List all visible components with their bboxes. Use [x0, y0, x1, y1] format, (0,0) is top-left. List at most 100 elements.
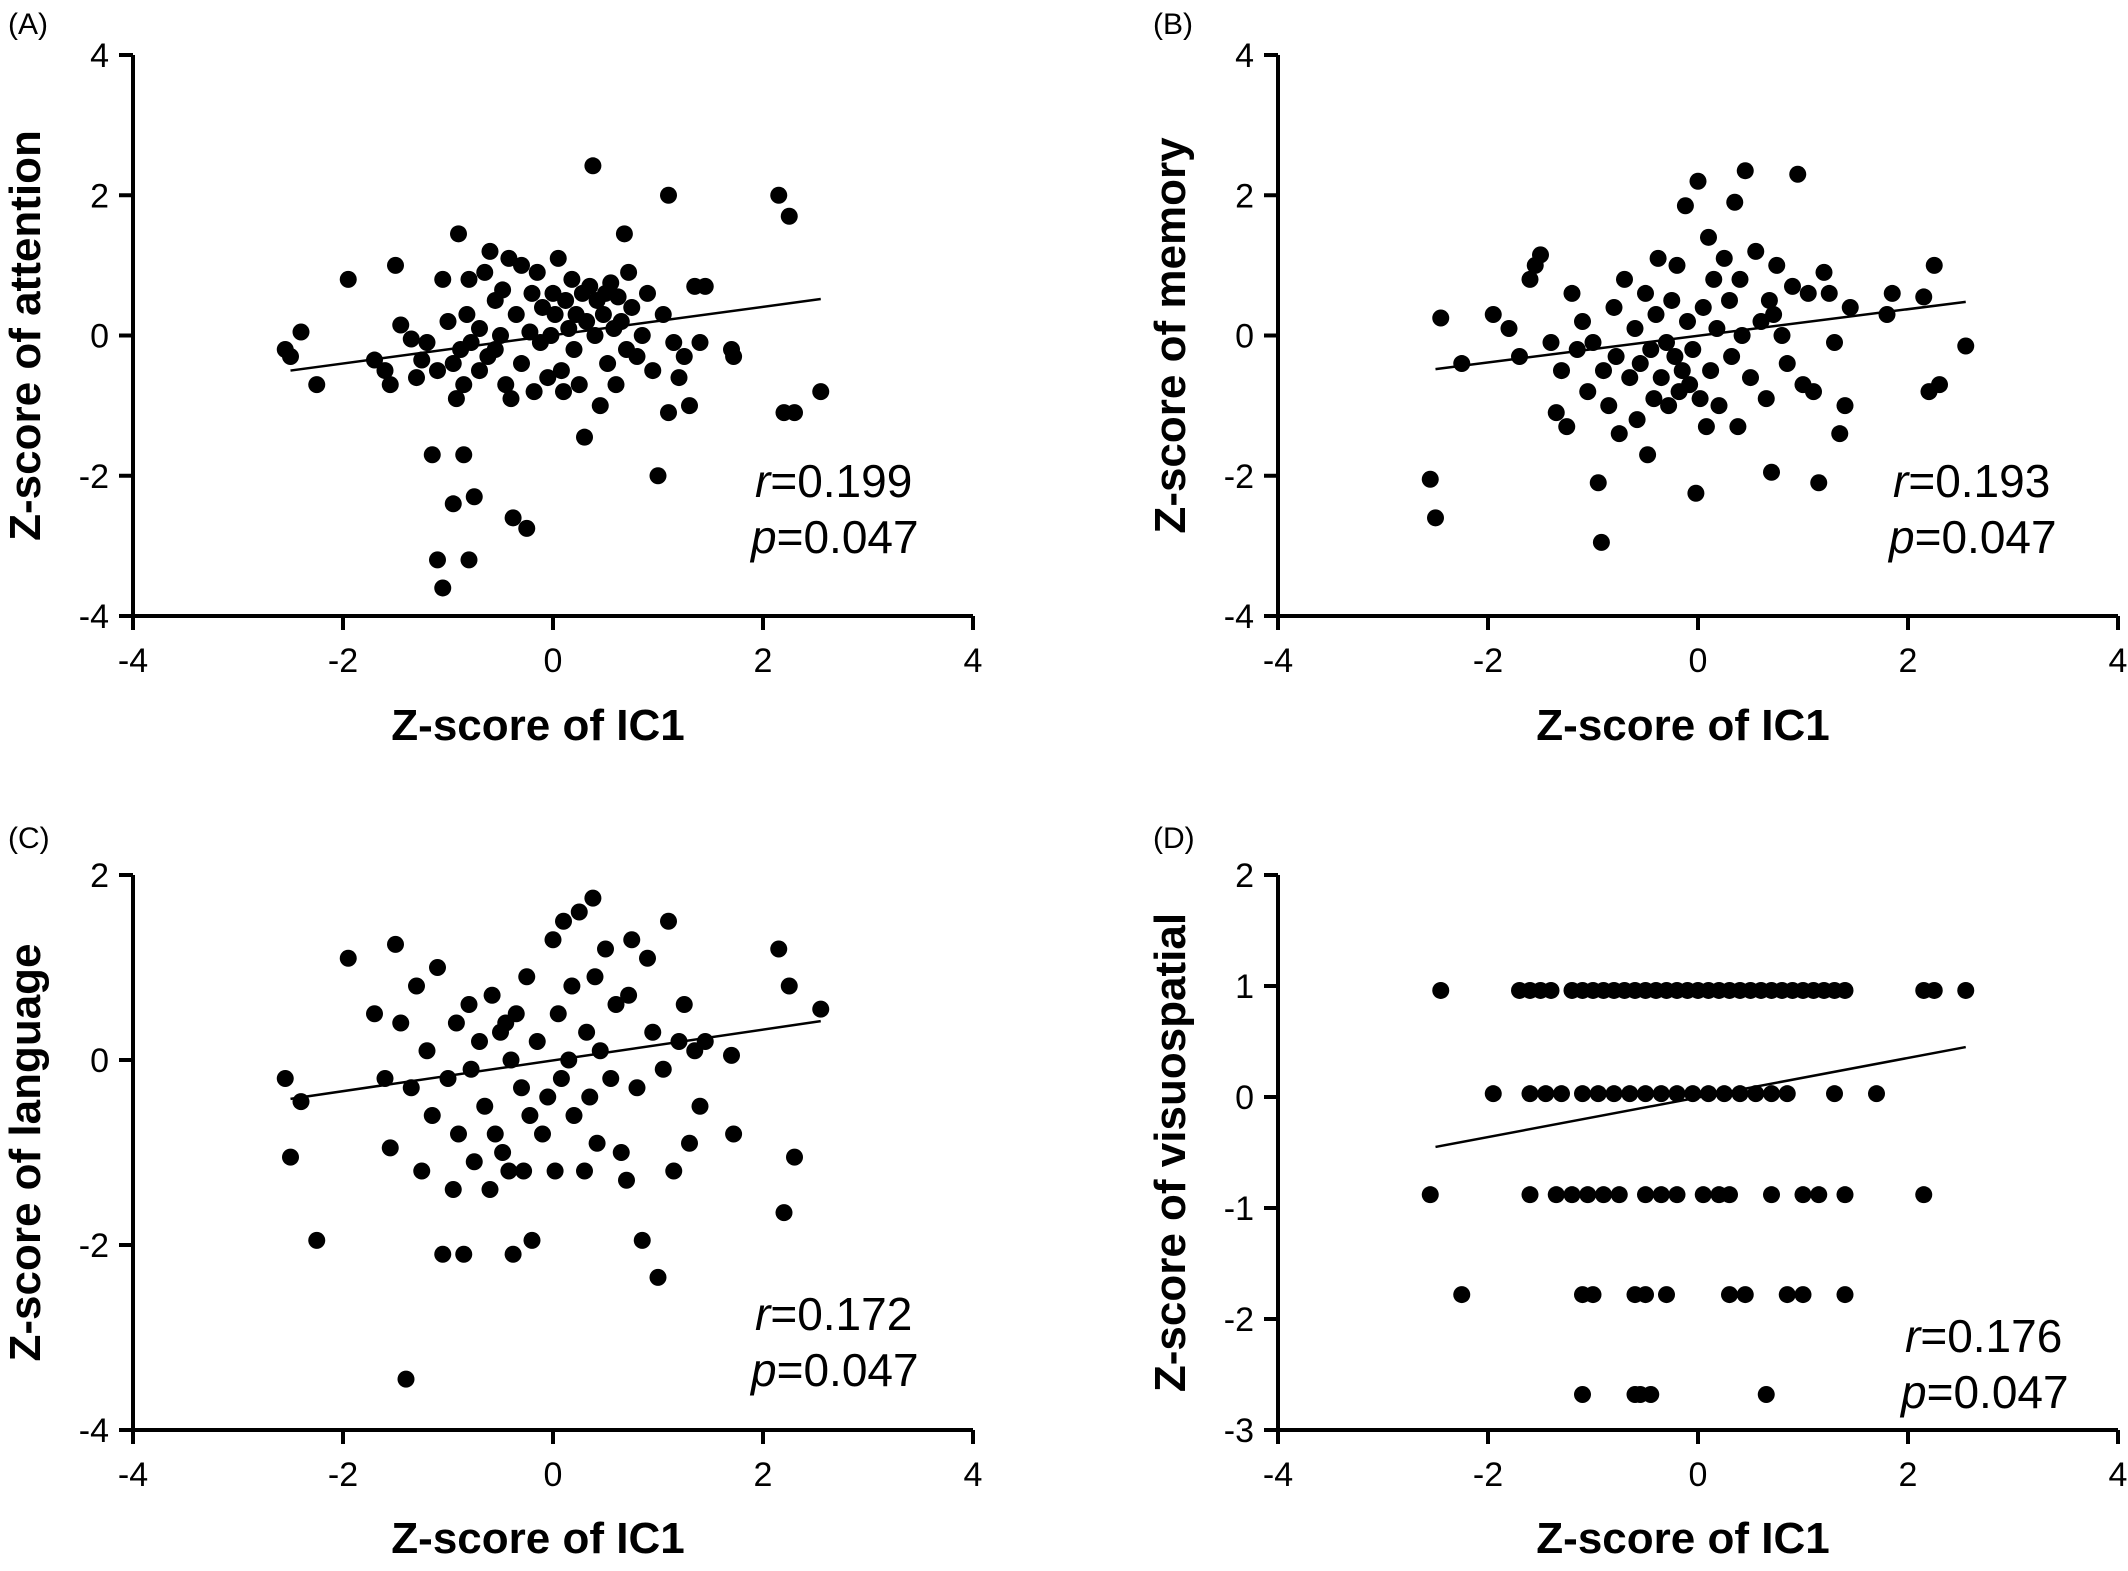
- data-point: [525, 383, 543, 401]
- data-point: [471, 319, 488, 337]
- data-point: [544, 284, 562, 302]
- panel-label: (A): [8, 8, 48, 41]
- panel-c: (C) -4 -2 0 2 -4 -2 0 2 4 Z-score of IC1 Z-score of…: [1, 822, 982, 1563]
- data-point: [1427, 509, 1444, 527]
- data-point: [612, 1144, 630, 1161]
- data-point: [1621, 1085, 1639, 1103]
- data-point: [292, 323, 310, 341]
- data-point: [555, 383, 572, 401]
- panel-label: (C): [8, 822, 50, 855]
- p-value: p=0.047: [1899, 1366, 2069, 1418]
- data-point: [665, 334, 683, 352]
- data-point: [1778, 1286, 1796, 1304]
- data-point: [528, 1033, 546, 1050]
- data-point: [483, 986, 501, 1004]
- data-point: [1836, 981, 1854, 999]
- data-point: [1868, 1085, 1885, 1103]
- panel-label: (B): [1153, 8, 1193, 41]
- data-point: [434, 270, 452, 288]
- data-point: [1589, 1085, 1607, 1103]
- data-point: [1592, 533, 1610, 551]
- regression-line: [1435, 300, 1966, 371]
- data-point: [1731, 270, 1749, 288]
- x-tick-label: 2: [754, 1456, 773, 1494]
- data-point: [1681, 376, 1699, 394]
- data-point: [1826, 1085, 1843, 1103]
- data-point: [1752, 312, 1770, 330]
- data-point: [725, 1125, 743, 1143]
- data-point: [455, 1245, 473, 1263]
- data-point: [1652, 369, 1670, 387]
- data-point: [623, 931, 641, 949]
- data-point: [481, 1181, 499, 1198]
- data-point: [1500, 319, 1518, 337]
- data-point: [602, 1070, 620, 1087]
- data-point: [402, 330, 420, 348]
- data-point: [1511, 348, 1528, 366]
- data-point: [1736, 1286, 1754, 1304]
- data-point: [570, 903, 588, 921]
- data-point: [1605, 298, 1623, 316]
- data-point: [1957, 981, 1975, 999]
- data-point: [812, 1000, 830, 1018]
- data-point: [775, 1204, 793, 1222]
- data-point: [1421, 1186, 1439, 1204]
- data-point: [1610, 1186, 1628, 1204]
- x-axis-title: Z-score of IC1: [1536, 1514, 1829, 1563]
- data-point: [539, 369, 557, 387]
- data-point: [1666, 348, 1684, 366]
- data-point: [429, 959, 446, 976]
- data-point: [563, 977, 581, 995]
- data-point: [570, 376, 588, 394]
- data-point: [1637, 1286, 1654, 1304]
- data-point: [497, 376, 515, 394]
- data-point: [339, 949, 357, 967]
- x-axis-title: Z-score of IC1: [391, 701, 684, 750]
- data-point: [534, 298, 551, 316]
- data-point: [465, 1153, 483, 1171]
- data-point: [507, 305, 525, 323]
- data-point: [460, 270, 478, 288]
- data-point: [1810, 474, 1828, 492]
- data-point: [618, 1171, 635, 1189]
- data-point: [539, 1088, 557, 1106]
- data-point: [633, 327, 651, 344]
- data-point: [1826, 334, 1843, 352]
- p-value: p=0.047: [749, 1344, 919, 1396]
- data-point: [1784, 277, 1801, 295]
- data-point: [1649, 249, 1667, 267]
- data-point: [429, 551, 446, 569]
- data-point: [555, 912, 572, 930]
- data-point: [1794, 1186, 1812, 1204]
- data-point: [521, 323, 539, 341]
- data-point: [1616, 270, 1633, 288]
- data-point: [476, 263, 494, 281]
- data-point: [1915, 1186, 1933, 1204]
- data-point: [1668, 1085, 1686, 1103]
- data-point: [1626, 319, 1644, 337]
- data-point: [494, 281, 512, 299]
- x-tick-label: 0: [1689, 1456, 1708, 1494]
- data-point: [609, 288, 627, 306]
- data-point: [502, 390, 520, 408]
- data-point: [1642, 1385, 1660, 1403]
- data-point: [1558, 418, 1576, 436]
- x-tick-label: 4: [2109, 1456, 2128, 1494]
- data-point: [460, 996, 478, 1013]
- x-tick-label: -2: [1473, 1456, 1503, 1494]
- x-tick-label: 2: [1899, 642, 1918, 680]
- data-point: [584, 157, 602, 175]
- data-point: [649, 467, 667, 485]
- data-point: [654, 1060, 672, 1078]
- data-point: [486, 1125, 504, 1143]
- data-point: [660, 404, 677, 422]
- data-point: [591, 1042, 609, 1060]
- panel-b: (B) -4 -2 0 2 4 -4 -2 0 2 4 Z-score of IC1 Z-score o…: [1146, 8, 2127, 750]
- data-point: [1579, 383, 1597, 401]
- data-point: [660, 912, 677, 930]
- data-point: [588, 1134, 606, 1152]
- data-point: [1684, 341, 1702, 359]
- data-point: [1537, 1085, 1555, 1103]
- data-point: [1610, 425, 1628, 443]
- regression-line: [290, 1019, 821, 1101]
